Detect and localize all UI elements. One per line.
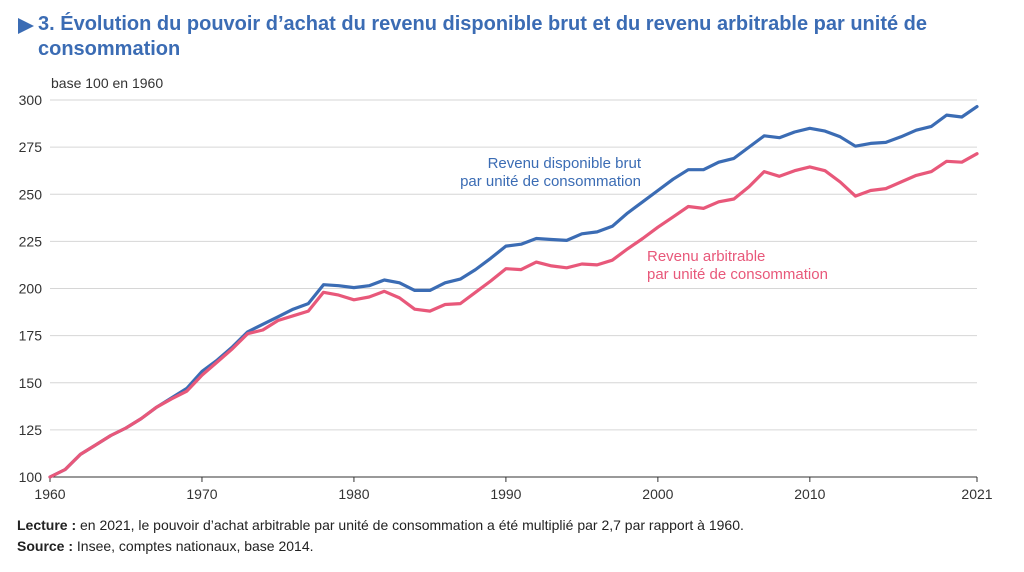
unit-label: base 100 en 1960 [51,75,164,91]
x-tick-label: 1990 [490,486,521,502]
lecture-note: Lecture : en 2021, le pouvoir d’achat ar… [17,516,744,534]
source-label: Source : [17,538,74,554]
series-layer [48,105,979,479]
y-tick-label: 200 [19,281,43,297]
x-tick-label: 2010 [794,486,825,502]
x-tick-label: 2000 [642,486,673,502]
series-label-1: par unité de consommation [460,173,641,190]
series-label-1: Revenu disponible brut [488,155,642,172]
x-tick-label: 1970 [186,486,217,502]
source-text: Insee, comptes nationaux, base 2014. [73,538,314,554]
title-block: 3. Évolution du pouvoir d’achat du reven… [18,12,1008,62]
axis-layer: 100 125 150 175 200 225 250 275 300 1960 1970 1980 1… [19,92,993,502]
lecture-text: en 2021, le pouvoir d’achat arbitrable p… [76,517,744,533]
y-tick-label: 125 [19,422,43,438]
triangle-marker-icon [18,18,34,34]
y-tick-label: 300 [19,92,43,108]
y-tick-label: 275 [19,139,43,155]
line-chart: 100 125 150 175 200 225 250 275 300 1960 1970 1980 1… [19,92,993,502]
x-tick-label: 1980 [338,486,369,502]
chart-title: 3. Évolution du pouvoir d’achat du reven… [38,13,927,60]
y-tick-label: 175 [19,328,43,344]
source-note: Source : Insee, comptes nationaux, base … [17,537,314,555]
y-tick-label: 100 [19,469,43,485]
x-tick-label: 1960 [34,486,65,502]
grid-layer [50,99,977,431]
y-tick-label: 225 [19,233,43,249]
y-tick-label: 250 [19,186,43,202]
y-tick-label: 150 [19,375,43,391]
series-label-2: par unité de consommation [647,266,828,283]
lecture-label: Lecture : [17,517,77,533]
series-line-2 [48,152,979,479]
series-label-2: Revenu arbitrable [647,248,765,265]
x-tick-label: 2021 [961,486,992,502]
series-line-1 [48,105,979,479]
